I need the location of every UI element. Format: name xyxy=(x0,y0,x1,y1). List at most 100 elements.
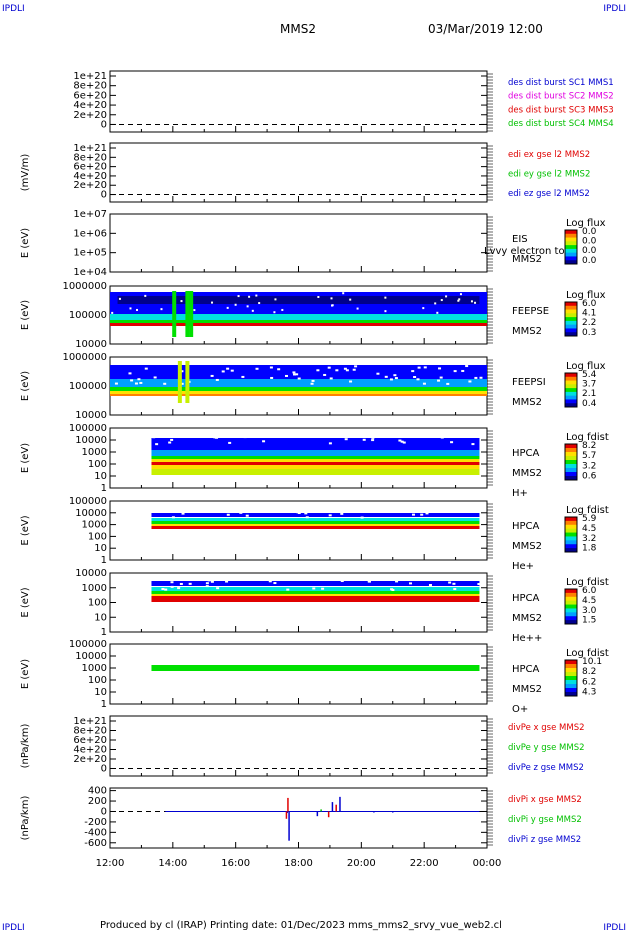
colorbar-swatch xyxy=(565,305,577,311)
legend-entry: divPi x gse MMS2 xyxy=(508,795,582,805)
speckle xyxy=(114,382,118,385)
colorbar-swatch xyxy=(565,660,577,665)
speckle xyxy=(316,369,320,372)
colorbar-swatch xyxy=(565,476,577,481)
colorbar-swatch xyxy=(565,302,577,307)
speckle xyxy=(241,654,245,657)
speckle xyxy=(207,579,211,582)
colorbar-swatch xyxy=(565,600,577,606)
y-tick-label: 6e+20 xyxy=(73,162,107,173)
y-tick-label: 10000 xyxy=(75,435,107,446)
speckle xyxy=(384,296,387,299)
speckle xyxy=(130,379,134,382)
x-tick-label: 16:00 xyxy=(221,858,250,869)
speckle xyxy=(293,373,297,376)
instrument-label: HPCA xyxy=(512,448,540,459)
speckle xyxy=(226,306,229,309)
y-tick-label: 10 xyxy=(94,543,107,554)
speckle xyxy=(284,374,288,377)
speckle xyxy=(342,292,345,295)
speckle xyxy=(440,436,444,439)
y-tick-label: 8e+20 xyxy=(73,81,107,92)
speckle xyxy=(262,440,266,443)
speckle xyxy=(328,442,332,445)
speckle xyxy=(180,370,184,373)
colorbar-tick-label: 0.0 xyxy=(582,246,597,256)
y-tick-label: 0 xyxy=(101,764,107,775)
colorbar-swatch xyxy=(565,468,577,473)
corner-label-top-left: IPDLI xyxy=(2,4,25,14)
colorbar-tick-label: 3.7 xyxy=(582,380,596,390)
colorbar-title: Log flux xyxy=(566,290,606,301)
speckle xyxy=(398,439,402,442)
instrument-label: HPCA xyxy=(512,664,540,675)
y-tick-label: -200 xyxy=(84,817,107,828)
colorbar-swatch xyxy=(565,391,577,397)
panel-frame xyxy=(109,643,488,705)
speckle xyxy=(448,581,452,584)
legend-entry: des dist burst SC3 MMS3 xyxy=(508,105,614,115)
speckle xyxy=(330,297,333,300)
speckle xyxy=(321,587,325,590)
speckle xyxy=(232,650,236,653)
y-tick-label: 8e+20 xyxy=(73,726,107,737)
colorbar-swatch xyxy=(565,528,577,534)
y-tick-label: 100 xyxy=(88,531,107,542)
colorbar-swatch xyxy=(565,456,577,461)
panel-3 xyxy=(109,285,578,345)
speckle xyxy=(190,509,194,512)
spectrogram-band xyxy=(151,450,480,456)
y-tick-label: 1000 xyxy=(82,583,107,594)
legend-entry: des dist burst SC4 MMS4 xyxy=(508,119,614,129)
y-tick-label: 1e+21 xyxy=(73,716,107,727)
colorbar-swatch xyxy=(565,517,577,522)
y-tick-label: 1e+21 xyxy=(73,143,107,154)
y-tick-label: 100000 xyxy=(69,423,107,434)
speckle xyxy=(153,376,157,379)
speckle xyxy=(225,580,229,583)
speckle xyxy=(340,512,344,515)
x-tick-label: 14:00 xyxy=(158,858,187,869)
y-tick-label: 1 xyxy=(101,699,107,710)
speckle xyxy=(420,513,424,516)
spectrogram-band xyxy=(151,596,480,602)
speckle xyxy=(400,440,404,443)
y-tick-label: 1e+05 xyxy=(73,248,107,259)
speckle xyxy=(177,587,181,590)
y-tick-label: 1e+06 xyxy=(73,228,107,239)
speckle xyxy=(179,582,183,585)
colorbar-swatch xyxy=(565,589,577,594)
colorbar-swatch xyxy=(565,460,577,465)
speckle xyxy=(205,585,209,588)
speckle xyxy=(243,436,247,439)
speckle xyxy=(180,300,183,303)
speckle xyxy=(234,303,237,306)
colorbar-swatch xyxy=(565,664,577,669)
y-tick-label: 200 xyxy=(88,796,107,807)
y-tick-label: 4e+20 xyxy=(73,100,107,111)
instrument-label: H+ xyxy=(512,488,528,499)
speckle xyxy=(137,378,141,381)
y-axis-label: E (eV) xyxy=(20,371,31,401)
colorbar-swatch xyxy=(565,309,577,314)
x-tick-label: 12:00 xyxy=(96,858,125,869)
y-axis-label: E (eV) xyxy=(20,587,31,617)
x-tick-label: 20:00 xyxy=(347,858,376,869)
speckle xyxy=(274,298,277,301)
instrument-label: He++ xyxy=(512,633,542,644)
y-tick-label: 1 xyxy=(101,627,107,638)
colorbar-tick-label: 3.0 xyxy=(582,606,597,616)
speckle xyxy=(416,434,420,437)
speckle xyxy=(163,382,167,385)
colorbar-swatch xyxy=(565,399,577,404)
speckle xyxy=(251,309,254,312)
spectrogram-band xyxy=(151,521,480,524)
colorbar-frame xyxy=(564,229,578,265)
panel-frame xyxy=(109,142,488,203)
speckle xyxy=(356,307,359,310)
panel-10 xyxy=(109,787,493,849)
y-axis-label: (nPa/km) xyxy=(20,796,31,841)
speckle xyxy=(327,366,331,369)
colorbar-swatch xyxy=(565,680,577,685)
speckle xyxy=(343,367,347,370)
